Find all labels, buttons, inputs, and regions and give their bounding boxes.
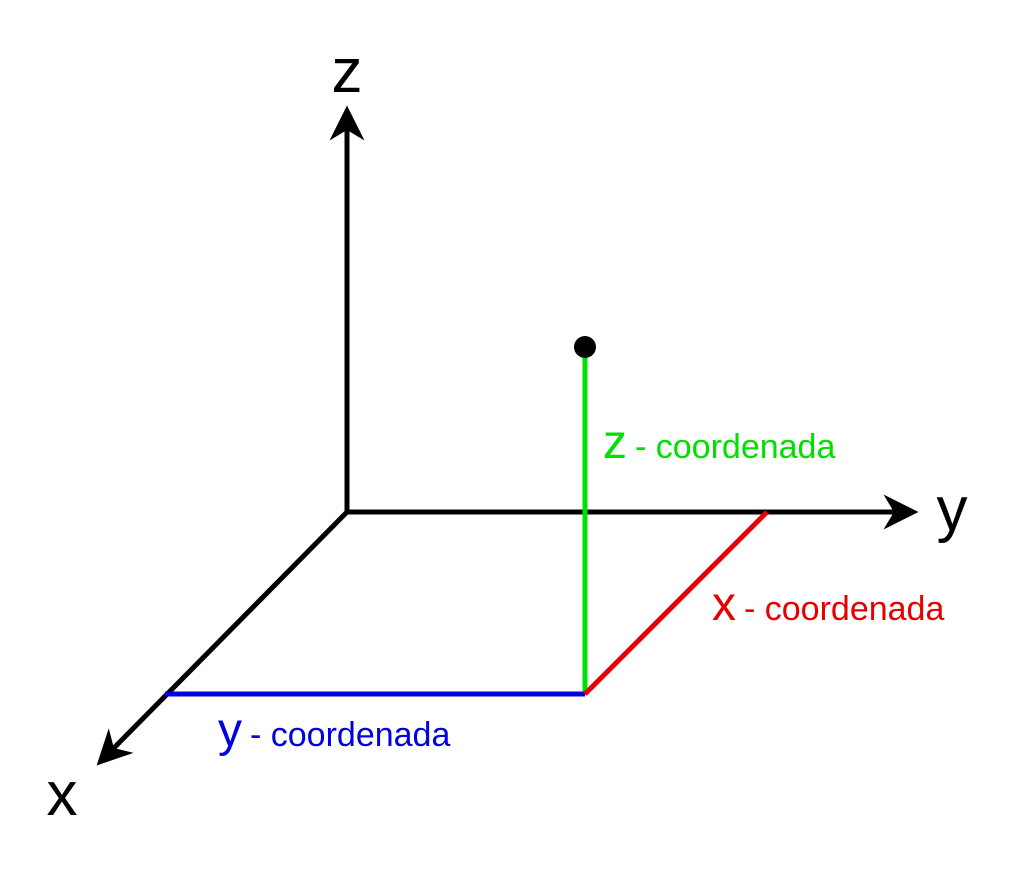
x-coordinate-line bbox=[583, 510, 769, 696]
y-coordinate-label: y- coordenada bbox=[218, 704, 450, 757]
x-axis-label: x bbox=[47, 760, 78, 829]
z-axis-label: z bbox=[332, 37, 363, 106]
y-axis-label: y bbox=[937, 475, 968, 544]
x-axis bbox=[96, 510, 349, 766]
coordinate-letter: z bbox=[603, 416, 627, 469]
z-coordinate-label: z- coordenada bbox=[603, 416, 835, 469]
coordinate-letter: y bbox=[218, 704, 242, 757]
x-coordinate-label: x- coordenada bbox=[712, 578, 944, 631]
coordinate-text: - coordenada bbox=[744, 590, 944, 628]
coordinate-text: - coordenada bbox=[250, 716, 450, 754]
point bbox=[574, 336, 596, 358]
coordinate-text: - coordenada bbox=[635, 428, 835, 466]
coordinate-letter: x bbox=[712, 578, 736, 631]
